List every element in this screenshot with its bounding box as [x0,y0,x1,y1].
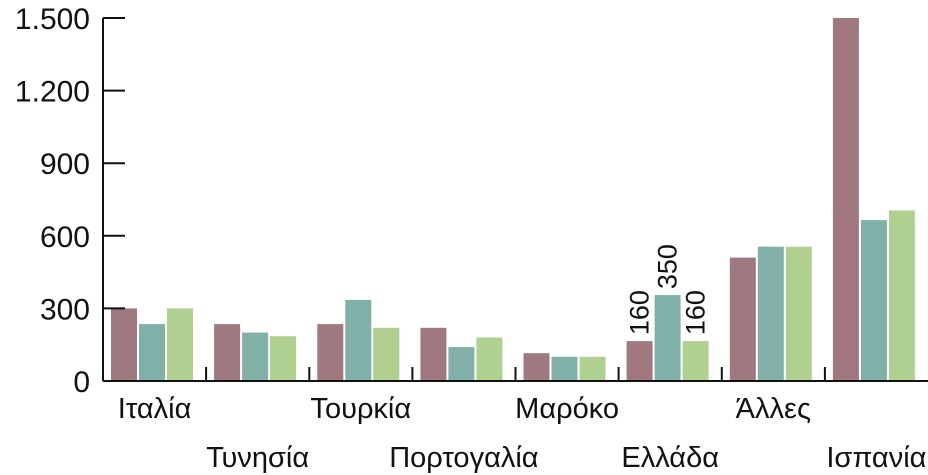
x-category-label: Μαρόκο [515,393,619,425]
bar-3-series-1 [317,324,344,381]
bar-7-series-3 [785,246,812,381]
bar-5-series-3 [579,356,606,381]
bar-8-series-1 [832,18,859,381]
x-category-label: Ιταλία [118,393,192,425]
bar-3-series-3 [373,327,400,381]
y-tick-label: 600 [40,221,90,254]
bar-3-series-2 [345,299,372,381]
bar-5-series-2 [551,356,578,381]
bar-8-series-2 [860,220,887,381]
bars-group [111,18,915,381]
data-label: 160 [625,290,655,335]
x-category-label: Άλλες [736,393,811,425]
bar-2-series-1 [214,324,241,381]
bar-6-series-2 [654,295,681,381]
bar-4-series-3 [476,337,503,381]
bar-8-series-3 [888,210,915,381]
bar-2-series-3 [270,336,297,381]
y-tick-label: 1.200 [15,76,90,109]
x-category-label: Πορτογαλία [389,442,538,474]
bar-7-series-2 [757,246,784,381]
y-ticks-group: 0 300 600 900 1.200 1.500 [15,3,125,399]
bar-6-series-1 [626,341,653,381]
x-category-label: Ελλάδα [621,442,719,474]
data-label: 350 [653,244,683,289]
x-category-label: Τουρκία [310,393,411,425]
x-category-label: Τυνησία [206,442,309,474]
bar-6-series-3 [682,341,709,381]
bar-4-series-2 [448,347,475,381]
bar-2-series-2 [242,332,269,381]
y-tick-label: 0 [73,366,90,399]
bar-1-series-2 [139,324,165,381]
bar-4-series-1 [420,327,447,381]
bar-5-series-1 [523,353,550,381]
data-label: 160 [681,290,711,335]
bar-1-series-1 [111,308,137,381]
x-category-label: Ισπανία [826,442,926,474]
bar-1-series-3 [167,308,193,381]
bar-7-series-1 [729,257,756,381]
y-tick-label: 300 [40,293,90,326]
y-tick-label: 1.500 [15,3,90,36]
y-tick-label: 900 [40,148,90,181]
